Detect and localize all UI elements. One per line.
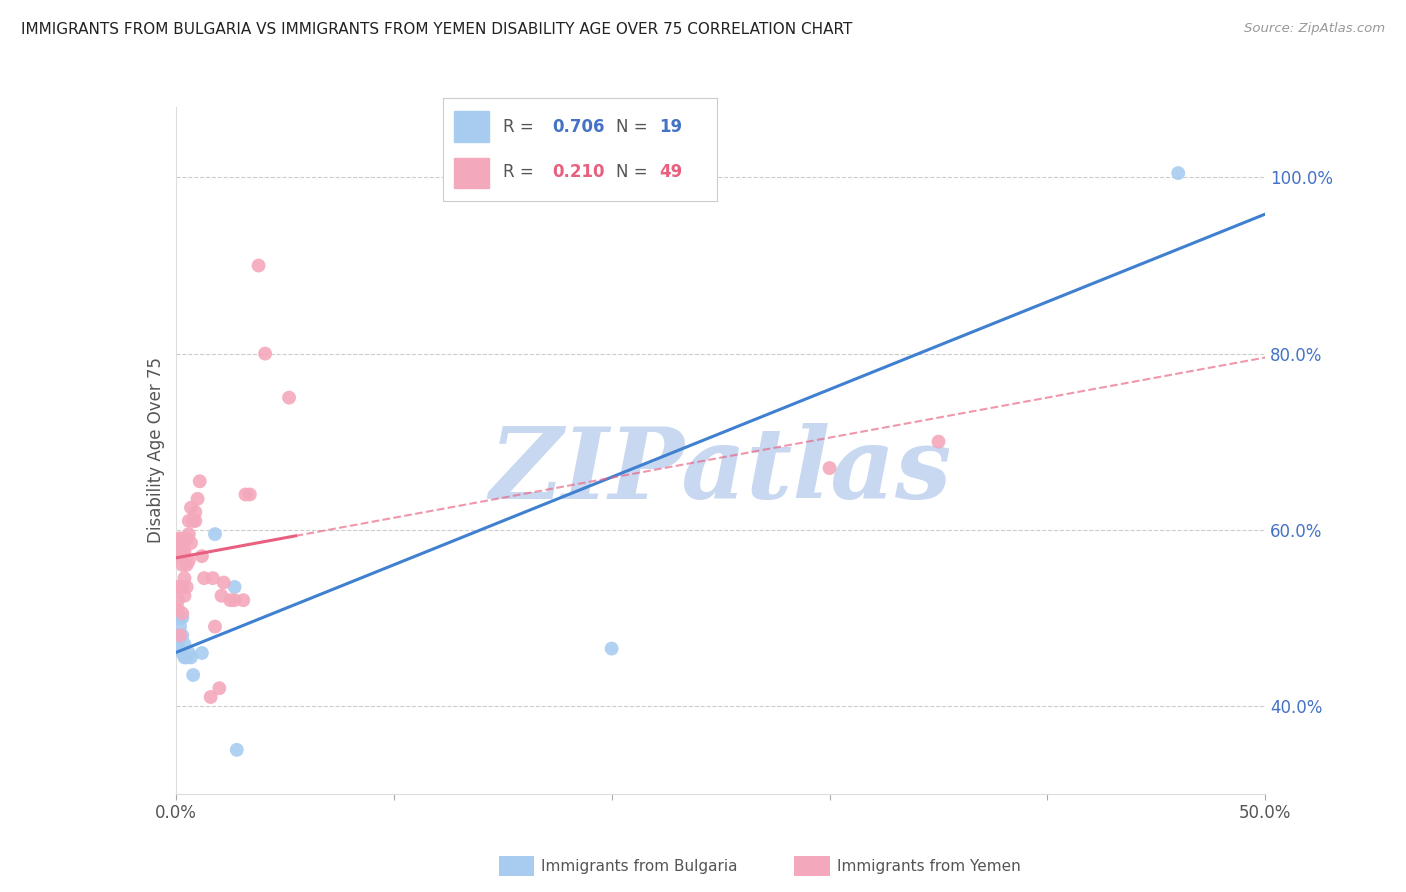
Point [225,743,247,757]
Point [169,580,191,594]
Text: Source: ZipAtlas.com: Source: ZipAtlas.com [1244,22,1385,36]
Point [254,346,277,360]
Point [212,575,235,590]
Point [172,607,194,621]
Point [180,536,202,550]
Point [177,553,200,567]
Point [224,580,246,594]
Bar [454,158,489,188]
Point [167,611,190,625]
Point [1167,166,1189,180]
Point [232,593,254,607]
Point [172,611,194,625]
Point [169,628,191,642]
Point [172,628,194,642]
Text: ZIPatlas: ZIPatlas [489,423,952,519]
Point [173,650,195,665]
Point [188,475,211,489]
Point [169,532,191,546]
Point [211,589,233,603]
Point [186,491,209,506]
Point [235,487,257,501]
Point [184,514,207,528]
Point [167,637,190,651]
Point [172,545,194,559]
Point [176,650,198,665]
Point [928,434,950,449]
Point [176,532,198,546]
Text: 0.706: 0.706 [553,118,605,136]
Point [172,549,194,563]
Point [173,637,195,651]
Text: Immigrants from Yemen: Immigrants from Yemen [837,859,1021,873]
Point [219,593,242,607]
Text: Immigrants from Bulgaria: Immigrants from Bulgaria [541,859,738,873]
Point [191,646,214,660]
Point [180,650,202,665]
Point [169,536,191,550]
Point [247,259,270,273]
Point [239,487,262,501]
Point [818,461,841,475]
Point [278,391,301,405]
Point [177,527,200,541]
Point [204,527,226,541]
Point [184,505,207,519]
Text: 0.210: 0.210 [553,163,605,181]
Point [173,589,195,603]
Text: R =: R = [503,163,540,181]
Text: R =: R = [503,118,540,136]
Point [169,619,191,633]
Point [200,690,222,704]
Point [600,641,623,656]
Point [172,580,194,594]
Point [172,558,194,572]
Point [169,549,191,563]
Point [191,549,214,563]
Point [167,580,190,594]
Point [176,580,198,594]
Text: N =: N = [616,118,652,136]
Point [208,681,231,696]
Point [167,593,190,607]
Text: 19: 19 [659,118,682,136]
Bar [454,112,489,142]
Point [180,500,202,515]
Point [201,571,224,585]
Point [177,514,200,528]
Point [169,611,191,625]
Point [181,514,204,528]
Point [172,646,194,660]
Point [193,571,215,585]
Point [224,593,246,607]
Point [204,619,226,633]
Point [176,558,198,572]
Text: N =: N = [616,163,652,181]
Text: 49: 49 [659,163,683,181]
Point [173,571,195,585]
Point [177,646,200,660]
Text: IMMIGRANTS FROM BULGARIA VS IMMIGRANTS FROM YEMEN DISABILITY AGE OVER 75 CORRELA: IMMIGRANTS FROM BULGARIA VS IMMIGRANTS F… [21,22,852,37]
Point [169,532,191,546]
Y-axis label: Disability Age Over 75: Disability Age Over 75 [146,358,165,543]
Point [167,602,190,616]
Point [181,668,204,682]
Point [173,545,195,559]
Point [167,545,190,559]
